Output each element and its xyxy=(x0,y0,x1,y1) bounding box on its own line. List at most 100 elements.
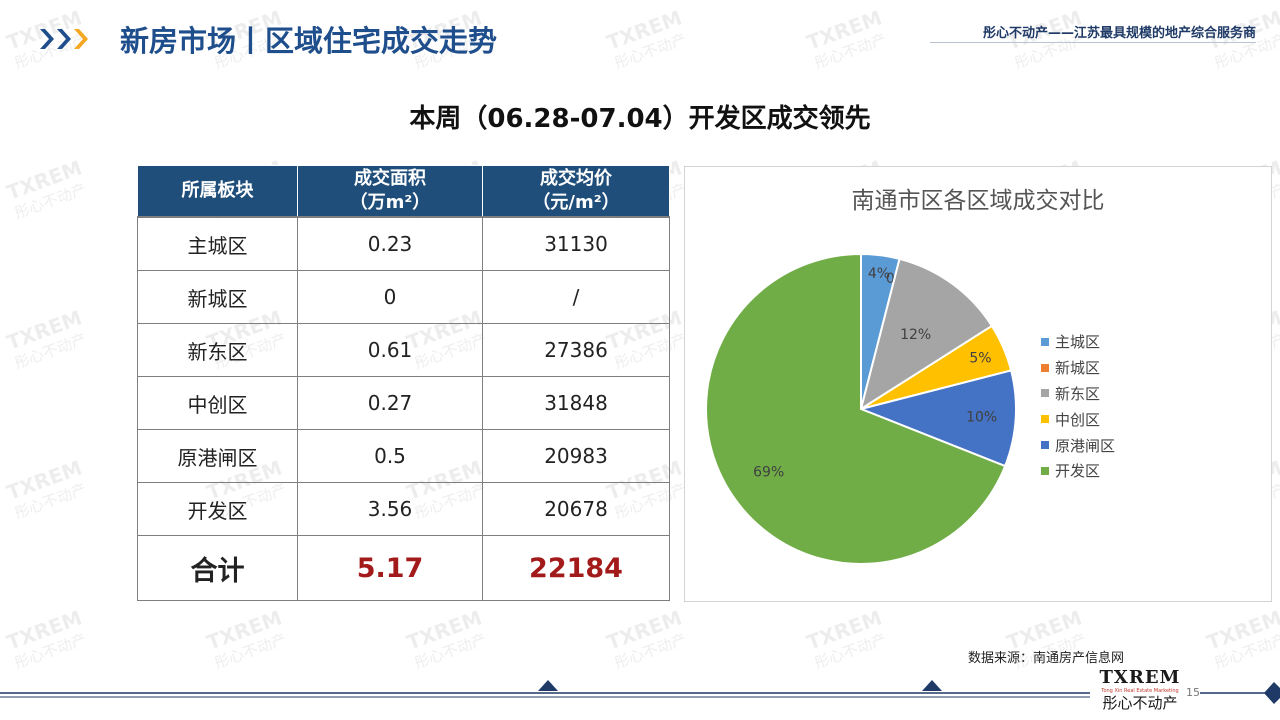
row-area: 0.61 xyxy=(297,323,483,378)
svg-text:TXREM: TXREM xyxy=(404,605,486,654)
table-row: 新城区 0 / xyxy=(137,270,670,325)
row-region: 开发区 xyxy=(137,482,298,537)
legend-label: 开发区 xyxy=(1055,462,1101,481)
legend-label: 新东区 xyxy=(1055,384,1101,403)
row-price: 27386 xyxy=(482,323,670,378)
legend-swatch xyxy=(1041,337,1049,346)
total-area: 5.17 xyxy=(297,535,483,601)
legend-label: 中创区 xyxy=(1055,410,1101,429)
row-region: 主城区 xyxy=(137,216,298,272)
legend-item-4: 原港闸区 xyxy=(1041,432,1115,458)
row-area: 0.27 xyxy=(297,376,483,431)
svg-text:TXREM: TXREM xyxy=(4,605,86,654)
svg-text:彤心不动产: 彤心不动产 xyxy=(812,630,889,673)
legend-item-3: 中创区 xyxy=(1041,406,1115,432)
logo-chinese: 彤心不动产 xyxy=(1102,694,1178,712)
row-price: 31848 xyxy=(482,376,670,431)
pie-data-label-3: 5% xyxy=(969,350,991,366)
svg-text:彤心不动产: 彤心不动产 xyxy=(212,630,289,673)
row-area: 0.23 xyxy=(297,216,483,272)
page-title: 新房市场丨区域住宅成交走势 xyxy=(120,24,498,58)
legend-label: 主城区 xyxy=(1055,333,1101,352)
pie-data-label-4: 10% xyxy=(966,410,997,426)
legend-swatch xyxy=(1041,389,1049,398)
svg-text:彤心不动产: 彤心不动产 xyxy=(12,180,89,223)
legend-label: 原港闸区 xyxy=(1055,436,1116,455)
row-price: 31130 xyxy=(482,216,670,272)
chart-legend: 主城区新城区新东区中创区原港闸区开发区 xyxy=(1041,329,1115,484)
svg-text:TXREM: TXREM xyxy=(1204,605,1280,654)
row-region: 中创区 xyxy=(137,376,298,431)
row-price: 20678 xyxy=(482,482,670,537)
slide-subtitle: 本周（06.28-07.04）开发区成交领先 xyxy=(409,104,871,134)
svg-text:彤心不动产: 彤心不动产 xyxy=(12,630,89,673)
chart-title: 南通市区各区域成交对比 xyxy=(851,188,1105,214)
row-price: / xyxy=(482,270,670,325)
legend-swatch xyxy=(1041,363,1049,372)
row-price: 20983 xyxy=(482,429,670,484)
row-area: 0 xyxy=(297,270,483,325)
pie-slice-4 xyxy=(857,369,1017,468)
total-label: 合计 xyxy=(137,535,298,601)
table-total-row: 合计 5.17 22184 xyxy=(137,535,670,601)
legend-item-0: 主城区 xyxy=(1041,329,1115,355)
row-region: 新城区 xyxy=(137,270,298,325)
table-row: 主城区 0.23 31130 xyxy=(137,216,670,272)
row-area: 0.5 xyxy=(297,429,483,484)
pie-data-label-2: 12% xyxy=(900,327,931,343)
table-row: 新东区 0.61 27386 xyxy=(137,323,670,378)
pie-data-label-5: 69% xyxy=(753,465,784,481)
page-number: 15 xyxy=(1186,686,1200,699)
chevron-arrows-icon xyxy=(40,29,88,49)
legend-swatch xyxy=(1041,415,1049,424)
svg-text:TXREM: TXREM xyxy=(604,605,686,654)
header-region: 所属板块 xyxy=(137,165,298,218)
svg-text:TXREM: TXREM xyxy=(604,5,686,54)
data-source-note: 数据来源：南通房产信息网 xyxy=(968,651,1125,666)
svg-text:TXREM: TXREM xyxy=(4,455,86,504)
row-region: 新东区 xyxy=(137,323,298,378)
pie-slice-2 xyxy=(859,257,994,412)
table-row: 原港闸区 0.5 20983 xyxy=(137,429,670,484)
svg-text:彤心不动产: 彤心不动产 xyxy=(12,330,89,373)
header-area: 成交面积 （万m²） xyxy=(297,165,483,218)
legend-item-2: 新东区 xyxy=(1041,381,1115,407)
header-divider xyxy=(930,42,1256,43)
legend-label: 新城区 xyxy=(1055,359,1101,378)
legend-swatch xyxy=(1041,441,1049,450)
svg-text:TXREM: TXREM xyxy=(804,605,886,654)
total-price: 22184 xyxy=(482,535,670,601)
svg-text:TXREM: TXREM xyxy=(804,5,886,54)
svg-text:TXREM: TXREM xyxy=(4,155,86,204)
svg-text:彤心不动产: 彤心不动产 xyxy=(612,630,689,673)
company-slogan: 彤心不动产——江苏最具规模的地产综合服务商 xyxy=(982,26,1256,41)
svg-text:彤心不动产: 彤心不动产 xyxy=(1212,630,1280,673)
row-area: 3.56 xyxy=(297,482,483,537)
svg-text:TXREM: TXREM xyxy=(4,305,86,354)
table-row: 中创区 0.27 31848 xyxy=(137,376,670,431)
pie-chart: 4%0%12%5%10%69% xyxy=(705,252,1017,565)
svg-text:彤心不动产: 彤心不动产 xyxy=(412,630,489,673)
logo-subtext: Tong Xin Real Estate Marketing xyxy=(1101,688,1179,694)
footer-decoration xyxy=(0,680,1280,704)
pie-slice-5 xyxy=(705,252,1007,565)
svg-text:TXREM: TXREM xyxy=(204,605,286,654)
region-transaction-table: 所属板块 成交面积 （万m²） 成交均价 （元/m²） 主城区 0.23 31130… xyxy=(137,165,670,601)
svg-text:彤心不动产: 彤心不动产 xyxy=(812,30,889,73)
pie-chart-panel: 南通市区各区域成交对比 4%0%12%5%10%69% 主城区新城区新东区中创区… xyxy=(684,166,1272,602)
table-header-row: 所属板块 成交面积 （万m²） 成交均价 （元/m²） xyxy=(137,165,670,218)
header-price: 成交均价 （元/m²） xyxy=(482,165,670,218)
pie-data-label-0: 4% xyxy=(868,266,890,282)
company-logo: TXREM Tong Xin Real Estate Marketing 彤心不… xyxy=(1098,668,1182,718)
